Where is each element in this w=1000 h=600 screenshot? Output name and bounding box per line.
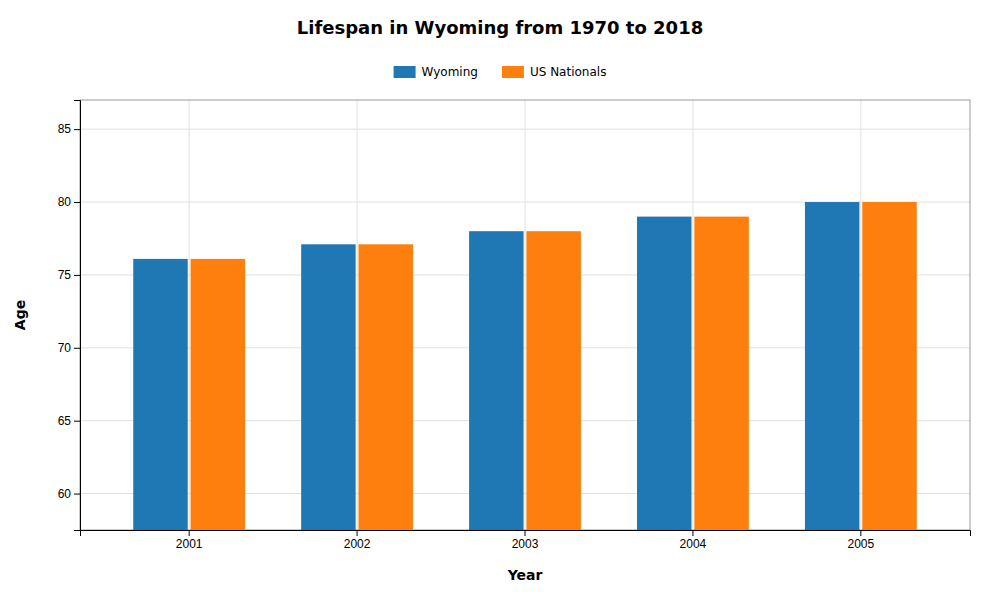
y-tick: 80 — [58, 195, 80, 209]
y-tick: 60 — [58, 487, 80, 501]
x-tick-label: 2001 — [176, 537, 203, 551]
legend-label: US Nationals — [530, 65, 606, 79]
x-tick: 2003 — [512, 530, 539, 551]
bar — [805, 202, 859, 530]
y-tick-mark — [74, 275, 80, 276]
bar — [133, 259, 187, 530]
y-tick-mark — [74, 494, 80, 495]
legend: Wyoming US Nationals — [394, 65, 607, 79]
x-tick-label: 2005 — [847, 537, 874, 551]
grid-line — [357, 100, 358, 530]
y-tick-label: 65 — [58, 414, 72, 428]
x-tick-mark — [189, 530, 190, 536]
y-tick-mark — [74, 129, 80, 130]
bar — [526, 231, 580, 530]
y-tick-mark — [74, 421, 80, 422]
plot: 2001 2002 2003 2004 2005 60 65 70 75 80 85 — [58, 100, 971, 551]
x-tick: 2004 — [680, 530, 707, 551]
y-tick-mark — [74, 202, 80, 203]
y-tick: 70 — [58, 341, 80, 355]
legend-item: Wyoming — [394, 65, 478, 79]
bar — [637, 217, 691, 530]
bar — [359, 244, 413, 530]
chart: 2001 2002 2003 2004 2005 60 65 70 75 80 85 Year Age L… — [0, 0, 1000, 600]
plot-frame — [80, 100, 970, 530]
x-tick: 2001 — [176, 530, 203, 551]
bar — [862, 202, 916, 530]
x-tick-label: 2002 — [344, 537, 371, 551]
x-tick: 2002 — [344, 530, 371, 551]
bar — [191, 259, 245, 530]
y-tick-label: 80 — [58, 195, 72, 209]
grid-line — [189, 100, 190, 530]
x-tick: 2005 — [847, 530, 874, 551]
x-axis-title: Year — [507, 567, 543, 583]
grid-line — [525, 100, 526, 530]
bar — [469, 231, 523, 530]
y-axis-title: Age — [12, 300, 28, 330]
x-tick-mark — [860, 530, 861, 536]
y-tick-mark — [74, 348, 80, 349]
grid-line — [692, 100, 693, 530]
legend-item: US Nationals — [502, 65, 606, 79]
y-tick: 65 — [58, 414, 80, 428]
x-axis-line — [81, 531, 971, 537]
y-tick-label: 85 — [58, 122, 72, 136]
x-tick-mark — [525, 530, 526, 536]
x-axis: 2001 2002 2003 2004 2005 — [81, 530, 971, 551]
y-tick-label: 70 — [58, 341, 72, 355]
y-axis: 60 65 70 75 80 85 — [58, 101, 81, 531]
bar — [301, 244, 355, 530]
legend-swatch — [394, 66, 416, 78]
bars — [133, 202, 917, 530]
legend-swatch — [502, 66, 524, 78]
y-tick: 75 — [58, 268, 80, 282]
bar — [694, 217, 748, 530]
y-tick-label: 60 — [58, 487, 72, 501]
y-tick: 85 — [58, 122, 80, 136]
x-tick-mark — [692, 530, 693, 536]
x-tick-label: 2004 — [680, 537, 707, 551]
grid — [80, 100, 970, 530]
y-tick-label: 75 — [58, 268, 72, 282]
x-tick-mark — [357, 530, 358, 536]
title: Lifespan in Wyoming from 1970 to 2018 — [297, 17, 703, 38]
x-tick-label: 2003 — [512, 537, 539, 551]
y-axis-line — [74, 101, 81, 531]
legend-label: Wyoming — [422, 65, 478, 79]
grid-line — [860, 100, 861, 530]
